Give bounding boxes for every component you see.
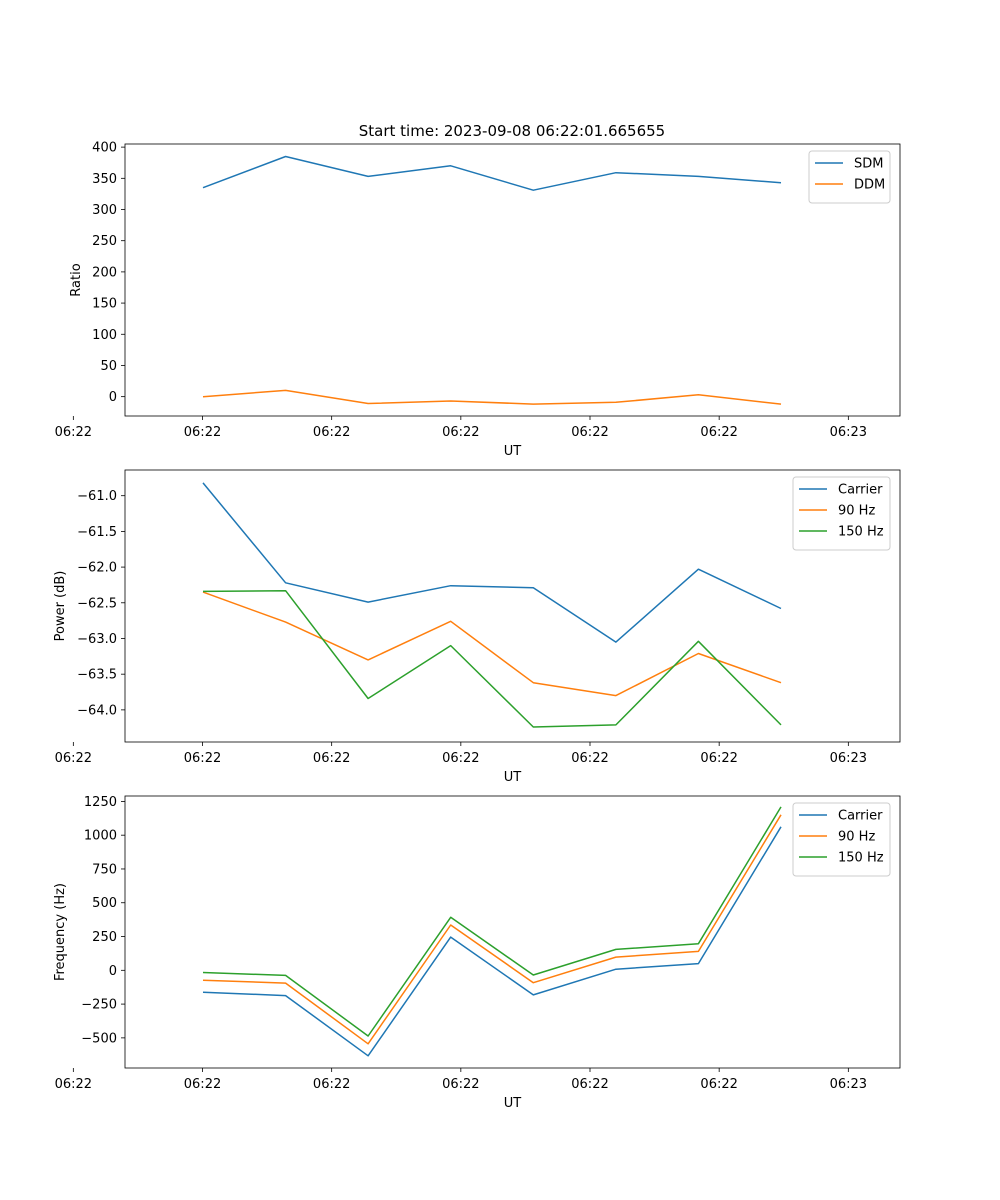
frequency-y-tick-label: 500 — [92, 896, 117, 911]
ratio-plot-frame — [124, 143, 901, 417]
power-legend-label-90-hz: 90 Hz — [838, 504, 875, 519]
ratio-x-axis-label: UT — [504, 444, 522, 459]
power-x-tick-label: 06:23 — [830, 751, 867, 766]
power-x-tick-label: 06:22 — [55, 751, 92, 766]
power-y-tick-label: −61.5 — [77, 525, 117, 540]
frequency-y-tick-label: −500 — [81, 1031, 117, 1046]
frequency-series-150-hz-line — [202, 806, 782, 1037]
frequency-y-tick-label: 1000 — [84, 829, 117, 844]
ratio-x-tick-label: 06:22 — [313, 425, 350, 440]
ratio-y-tick-label: 0 — [109, 390, 117, 405]
power-legend-label-150-hz: 150 Hz — [838, 525, 884, 540]
power-x-axis-label: UT — [504, 770, 522, 785]
power-legend: Carrier 90 Hz 150 Hz — [792, 476, 891, 551]
ratio-x-tick-label: 06:22 — [442, 425, 479, 440]
frequency-series-carrier-line — [202, 826, 782, 1057]
chart-ratio: 06:22 06:22 06:22 06:22 06:22 06:22 06:23 0 50 10… — [55, 141, 901, 459]
ratio-x-tick-label: 06:22 — [700, 425, 737, 440]
ratio-legend-box — [808, 150, 891, 204]
ratio-y-tick-label: 150 — [92, 297, 117, 312]
frequency-y-tick-label: 0 — [109, 964, 117, 979]
ratio-x-tick-label: 06:22 — [55, 425, 92, 440]
frequency-y-tick-label: 1250 — [84, 795, 117, 810]
frequency-x-axis-label: UT — [504, 1096, 522, 1111]
ratio-y-tick-label: 300 — [92, 203, 117, 218]
frequency-y-tick-label: 750 — [92, 862, 117, 877]
frequency-x-tick-label: 06:22 — [313, 1077, 350, 1092]
power-y-axis-label: Power (dB) — [53, 571, 68, 642]
frequency-legend-label-90-hz: 90 Hz — [838, 830, 875, 845]
chart-frequency: 06:22 06:22 06:22 06:22 06:22 06:22 06:23 −500 −… — [53, 795, 901, 1111]
power-y-tick-label: −62.0 — [77, 561, 117, 576]
ratio-legend: SDM DDM — [808, 150, 891, 204]
power-y-tick-label: −62.5 — [77, 596, 117, 611]
ratio-x-tick-label: 06:22 — [571, 425, 608, 440]
frequency-y-axis-label: Frequency (Hz) — [53, 883, 68, 981]
power-series-carrier-line — [202, 482, 782, 643]
power-x-tick-label: 06:22 — [184, 751, 221, 766]
power-y-tick-label: −63.0 — [77, 632, 117, 647]
power-y-tick-label: −63.5 — [77, 668, 117, 683]
power-y-tick-label: −61.0 — [77, 489, 117, 504]
frequency-legend-label-150-hz: 150 Hz — [838, 851, 884, 866]
frequency-y-tick-label: 250 — [92, 930, 117, 945]
power-series-90-hz-line — [202, 591, 782, 697]
ratio-series-ddm-line — [202, 389, 782, 405]
frequency-x-tick-label: 06:22 — [700, 1077, 737, 1092]
ratio-y-tick-label: 50 — [100, 359, 117, 374]
frequency-x-tick-label: 06:22 — [571, 1077, 608, 1092]
figure-title: Start time: 2023-09-08 06:22:01.665655 — [359, 122, 665, 140]
ratio-y-tick-label: 100 — [92, 328, 117, 343]
frequency-legend: Carrier 90 Hz 150 Hz — [792, 802, 891, 877]
power-legend-label-carrier: Carrier — [838, 483, 883, 498]
ratio-y-tick-label: 350 — [92, 172, 117, 187]
ratio-series-sdm-line — [202, 155, 782, 191]
frequency-x-tick-label: 06:22 — [55, 1077, 92, 1092]
chart-power: 06:22 06:22 06:22 06:22 06:22 06:22 06:23 −61.0… — [53, 469, 901, 785]
power-plot-frame — [124, 469, 901, 743]
ratio-x-tick-label: 06:23 — [830, 425, 867, 440]
frequency-plot-frame — [124, 795, 901, 1069]
power-series-150-hz-line — [202, 589, 782, 728]
ratio-y-tick-label: 250 — [92, 234, 117, 249]
ratio-y-tick-label: 400 — [92, 141, 117, 156]
frequency-legend-label-carrier: Carrier — [838, 809, 883, 824]
frequency-x-tick-label: 06:22 — [184, 1077, 221, 1092]
power-x-tick-label: 06:22 — [442, 751, 479, 766]
ratio-x-tick-label: 06:22 — [184, 425, 221, 440]
ratio-y-tick-label: 200 — [92, 265, 117, 280]
power-x-tick-label: 06:22 — [313, 751, 350, 766]
ratio-legend-label-ddm: DDM — [854, 178, 885, 193]
ratio-y-axis-label: Ratio — [69, 263, 84, 296]
frequency-x-tick-label: 06:23 — [830, 1077, 867, 1092]
ratio-legend-label-sdm: SDM — [854, 157, 883, 172]
power-x-tick-label: 06:22 — [700, 751, 737, 766]
power-y-tick-label: −64.0 — [77, 703, 117, 718]
power-x-tick-label: 06:22 — [571, 751, 608, 766]
frequency-y-tick-label: −250 — [81, 998, 117, 1013]
frequency-x-tick-label: 06:22 — [442, 1077, 479, 1092]
frequency-series-90-hz-line — [202, 814, 782, 1045]
